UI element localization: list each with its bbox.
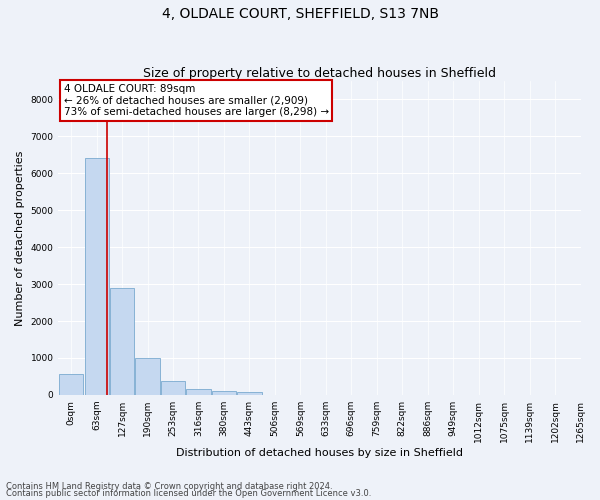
Bar [85,158,109,395]
Text: Contains HM Land Registry data © Crown copyright and database right 2024.: Contains HM Land Registry data © Crown c… [6,482,332,491]
Bar [187,389,211,395]
X-axis label: Distribution of detached houses by size in Sheffield: Distribution of detached houses by size … [176,448,463,458]
Bar [59,374,83,395]
Text: 4, OLDALE COURT, SHEFFIELD, S13 7NB: 4, OLDALE COURT, SHEFFIELD, S13 7NB [161,8,439,22]
Text: Contains public sector information licensed under the Open Government Licence v3: Contains public sector information licen… [6,490,371,498]
Y-axis label: Number of detached properties: Number of detached properties [15,150,25,326]
Bar [212,391,236,395]
Bar [161,382,185,395]
Bar [110,288,134,395]
Text: 4 OLDALE COURT: 89sqm
← 26% of detached houses are smaller (2,909)
73% of semi-d: 4 OLDALE COURT: 89sqm ← 26% of detached … [64,84,329,117]
Title: Size of property relative to detached houses in Sheffield: Size of property relative to detached ho… [143,66,496,80]
Bar [136,358,160,395]
Bar [238,392,262,395]
